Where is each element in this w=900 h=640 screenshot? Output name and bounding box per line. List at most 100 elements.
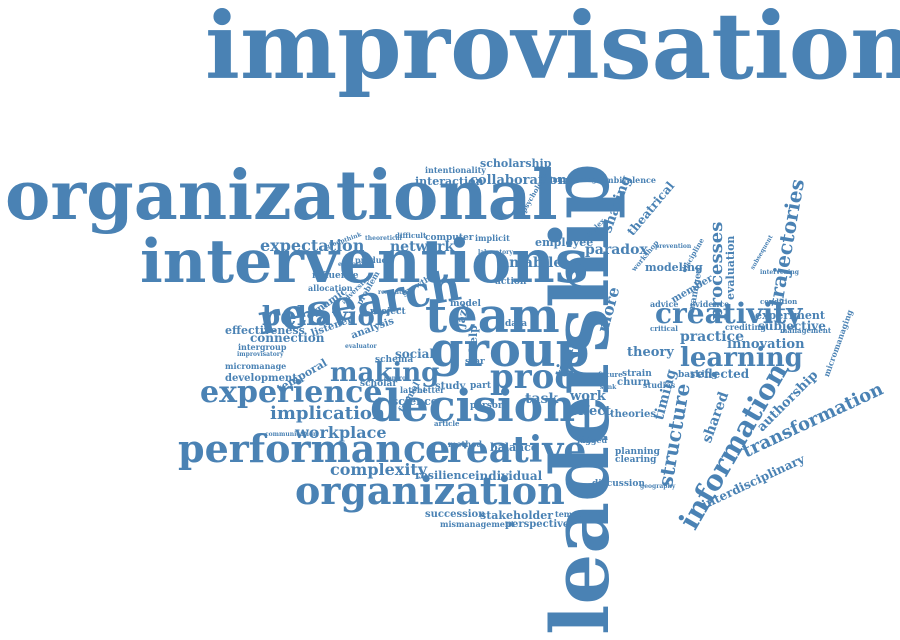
word-resilience: resilience <box>415 469 476 482</box>
word-implication: implication <box>270 403 386 424</box>
word-advice: advice <box>650 299 679 309</box>
word-improvisation: improvisation <box>205 0 900 100</box>
word-intervening: intervening <box>760 269 799 276</box>
word-influence: influence <box>312 271 359 281</box>
word-group: group <box>430 322 590 378</box>
word-learning: learning <box>680 343 803 373</box>
word-interaction: interaction <box>415 175 484 188</box>
word-person: person <box>470 401 505 411</box>
word-ambivalence: ambivalence <box>600 175 657 185</box>
word-creative: creative <box>425 429 587 471</box>
word-better: better <box>417 385 445 395</box>
word-improvising: improvising <box>550 175 597 184</box>
word-stakeholder: stakeholder <box>480 509 554 522</box>
word-subjective: subjective <box>758 319 826 333</box>
word-organization: organization <box>295 468 565 513</box>
word-implicit: implicit <box>475 233 510 243</box>
word-team: team <box>425 288 560 344</box>
word-experiment: experiment <box>755 309 825 322</box>
word-prevention: prevention <box>655 243 692 250</box>
word-article: article <box>434 419 460 428</box>
word-strain: strain <box>622 369 652 379</box>
word-intergroup: intergroup <box>238 342 287 352</box>
word-behavior: behavior <box>262 302 389 332</box>
word-connection: connection <box>250 331 325 345</box>
word-workplace: workplace <box>295 423 387 442</box>
word-sunk: sunk <box>600 384 617 391</box>
word-micromanage: micromanage <box>225 361 287 371</box>
word-control: control <box>384 375 409 382</box>
word-planning: planning <box>615 447 660 457</box>
word-interventions: interventions <box>140 227 589 297</box>
word-study: study <box>435 381 466 392</box>
word-performance: performance <box>178 426 451 471</box>
word-condition: condition <box>760 297 798 306</box>
word-lagged: lagged <box>577 435 608 445</box>
word-difficult: difficult <box>395 231 427 240</box>
word-task: task <box>525 391 559 407</box>
word-creativity: creativity <box>655 297 803 330</box>
word-discussion: discussion <box>592 479 645 489</box>
word-latent: latent <box>400 385 427 395</box>
word-model: model <box>450 299 481 309</box>
word-scholarship: scholarship <box>480 157 552 170</box>
word-social: social <box>395 347 434 361</box>
word-action: action <box>495 277 527 287</box>
word-effect: effect <box>570 404 612 419</box>
word-communication: communication <box>265 431 318 438</box>
word-making: making <box>330 358 440 388</box>
word-network: network <box>390 239 455 255</box>
word-evaluation: evaluation <box>724 235 737 300</box>
word-expectation: expectation <box>260 236 365 255</box>
word-modeling: modeling <box>645 261 703 274</box>
word-help: help <box>467 325 480 352</box>
word-improvisatory: improvisatory <box>237 351 284 358</box>
word-development: development <box>225 373 297 384</box>
word-exploring: exploring <box>338 261 370 268</box>
word-organizational: organizational <box>5 156 558 236</box>
word-product: product <box>355 255 391 265</box>
word-computer: computer <box>425 233 474 243</box>
word-practice: practice <box>680 329 744 345</box>
word-amabile: amabile <box>500 255 563 271</box>
word-theatrical: theatrical <box>624 178 678 239</box>
word-paradox: paradox <box>585 242 648 258</box>
word-proc: proc <box>490 357 576 397</box>
word-complexity: complexity <box>330 460 428 479</box>
word-management: management <box>780 326 832 335</box>
word-evidence: evidence <box>690 299 730 309</box>
word-reflected: reflected <box>690 367 750 381</box>
word-geography: geography <box>640 483 676 490</box>
word-method: method <box>448 439 482 449</box>
word-employee: employee <box>535 236 594 249</box>
word-laboratory: laboratory <box>478 249 513 256</box>
word-critical: critical <box>650 324 678 333</box>
word-relation: relation <box>577 433 608 442</box>
word-temporality: temporality <box>555 509 607 519</box>
word-data: data <box>505 319 528 329</box>
word-crediting: crediting <box>725 322 766 332</box>
word-studies: studies <box>643 380 676 390</box>
word-future: future <box>598 370 623 379</box>
word-resolution: resolution <box>378 289 413 296</box>
word-theory: theory <box>627 345 674 360</box>
word-evaluator: evaluator <box>345 343 377 350</box>
word-project: project <box>370 307 406 317</box>
word-allocation: allocation <box>308 283 353 293</box>
word-star: star <box>465 357 485 367</box>
word-intentionality: intentionality <box>425 165 486 175</box>
word-balance: balance <box>490 441 538 454</box>
word-succession: succession <box>425 509 486 520</box>
word-perspective: perspective <box>505 519 570 530</box>
word-experience: experience <box>200 375 383 410</box>
word-schema: schema <box>375 355 414 365</box>
word-clearing: clearing <box>615 455 657 465</box>
word-basking: basking <box>678 370 718 380</box>
word-micromanaging: micromanaging <box>821 308 855 379</box>
word-mismanagement: mismanagement <box>440 519 515 529</box>
word-science: science <box>392 395 438 408</box>
word-decision: decision <box>370 381 576 432</box>
word-work: work <box>570 389 606 404</box>
word-part: part <box>470 381 492 391</box>
